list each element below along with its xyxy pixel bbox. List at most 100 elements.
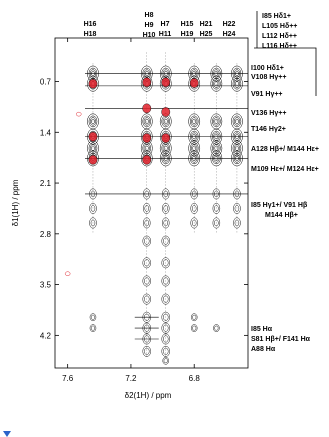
contour-level: [161, 235, 170, 247]
col-label: H11: [159, 31, 172, 38]
contour-level: [163, 347, 169, 355]
contour-level: [88, 142, 98, 154]
col-label: H10: [143, 32, 156, 39]
col-label: H9: [145, 22, 154, 29]
contour-level: [89, 313, 97, 322]
contour-level: [90, 219, 96, 227]
annotation-label: I85 Hγ1+/ V91 Hβ: [251, 202, 308, 209]
contour-level: [212, 77, 221, 90]
contour-level: [161, 322, 170, 334]
highlighted-peak: [189, 78, 199, 88]
contour-level: [91, 145, 95, 151]
contour-level: [231, 75, 243, 92]
blue-corner-marker: [3, 431, 11, 437]
contour-level: [231, 140, 243, 157]
x-axis-title: δ2(1H) / ppm: [125, 391, 172, 400]
contour-level: [163, 145, 168, 151]
y-axis: 0.7 1.4 2.1 2.8 3.5 4.2: [40, 78, 248, 340]
y-tick-label: 4.2: [40, 331, 52, 340]
right-annotations: I85 Hδ1+ L105 Hδ++ L112 Hδ++ L116 Hδ++ I…: [251, 11, 319, 353]
contour-level: [163, 237, 169, 245]
contour-level: [142, 257, 151, 269]
contour-level: [213, 144, 220, 153]
contour-layer: [64, 52, 243, 365]
contour-level: [162, 117, 169, 126]
contour-level: [233, 117, 240, 126]
contour-level: [143, 117, 150, 126]
contour-level: [162, 217, 170, 229]
contour-level: [235, 118, 239, 124]
annotation-label: M109 Hε+/ M124 Hε+: [251, 166, 319, 173]
annotation-box-line: I85 Hδ1+: [262, 13, 291, 20]
highlighted-peaks: [88, 77, 199, 165]
contour-level: [163, 205, 168, 212]
contour-level: [163, 358, 168, 364]
annotation-box-line: L112 Hδ++: [262, 33, 297, 40]
contour-level: [214, 325, 219, 331]
contour-level: [144, 219, 149, 227]
annotation-label: V136 Hγ++: [251, 110, 286, 117]
contour-level: [143, 202, 151, 214]
contour-level: [88, 115, 98, 128]
contour-level: [161, 311, 170, 323]
col-label: H24: [223, 31, 236, 38]
contour-level: [233, 217, 241, 229]
contour-level: [235, 145, 239, 151]
highlighted-peak: [88, 78, 98, 89]
annotation-label: I100 Hδ1+: [251, 65, 284, 72]
contour-level: [90, 314, 95, 320]
contour-level: [189, 142, 199, 154]
highlighted-peak: [88, 131, 98, 142]
y-tick-label: 2.8: [40, 230, 52, 239]
contour-level: [214, 219, 219, 227]
contour-level: [163, 259, 169, 267]
annotation-label: I85 Hα: [251, 326, 273, 333]
contour-level: [232, 115, 242, 128]
annotation-label: V91 Hγ++: [251, 91, 283, 98]
contour-level: [90, 325, 95, 331]
contour-level: [161, 333, 170, 345]
contour-level: [213, 324, 220, 332]
contour-level: [213, 79, 220, 88]
contour-level: [161, 293, 170, 305]
col-label: H16: [84, 21, 97, 28]
annotation-label: S81 Hβ+/ F141 Hα: [251, 336, 311, 343]
contour-level: [142, 115, 152, 128]
contour-level: [192, 325, 197, 331]
contour-level: [163, 324, 169, 332]
contour-level: [144, 295, 150, 303]
contour-level: [232, 142, 242, 154]
contour-level: [89, 324, 97, 332]
contour-level: [214, 205, 219, 212]
x-tick-label: 6.8: [189, 374, 201, 383]
contour-level: [140, 75, 153, 92]
y-tick-label: 1.4: [40, 128, 52, 137]
contour-level: [161, 345, 170, 357]
col-label: H21: [200, 21, 213, 28]
contour-level: [144, 259, 150, 267]
annotation-label: T146 Hγ2+: [251, 126, 286, 133]
contour-level: [144, 347, 150, 355]
contour-level: [162, 144, 169, 153]
highlighted-peak: [161, 77, 171, 88]
highlighted-peak: [142, 133, 152, 143]
col-label: H7: [161, 21, 170, 28]
contour-level: [212, 217, 221, 229]
annotation-bracket: [254, 11, 317, 96]
contour-level: [192, 118, 197, 124]
contour-level: [144, 205, 149, 212]
contour-level: [191, 144, 198, 153]
contour-level: [212, 115, 221, 128]
contour-level: [161, 257, 170, 269]
contour-level: [90, 205, 96, 212]
annotation-label: M144 Hβ+: [265, 212, 298, 219]
x-tick-label: 7.6: [62, 374, 74, 383]
contour-level: [87, 75, 99, 92]
contour-level: [233, 144, 240, 153]
y-tick-label: 2.1: [40, 179, 52, 188]
col-label: H22: [223, 21, 236, 28]
annotation-box-line: L105 Hδ++: [262, 23, 297, 30]
contour-level: [214, 145, 219, 151]
top-column-labels: H16 H18 H8 H9 H10 H7 H11 H15 H19 H21 H25…: [84, 12, 236, 39]
